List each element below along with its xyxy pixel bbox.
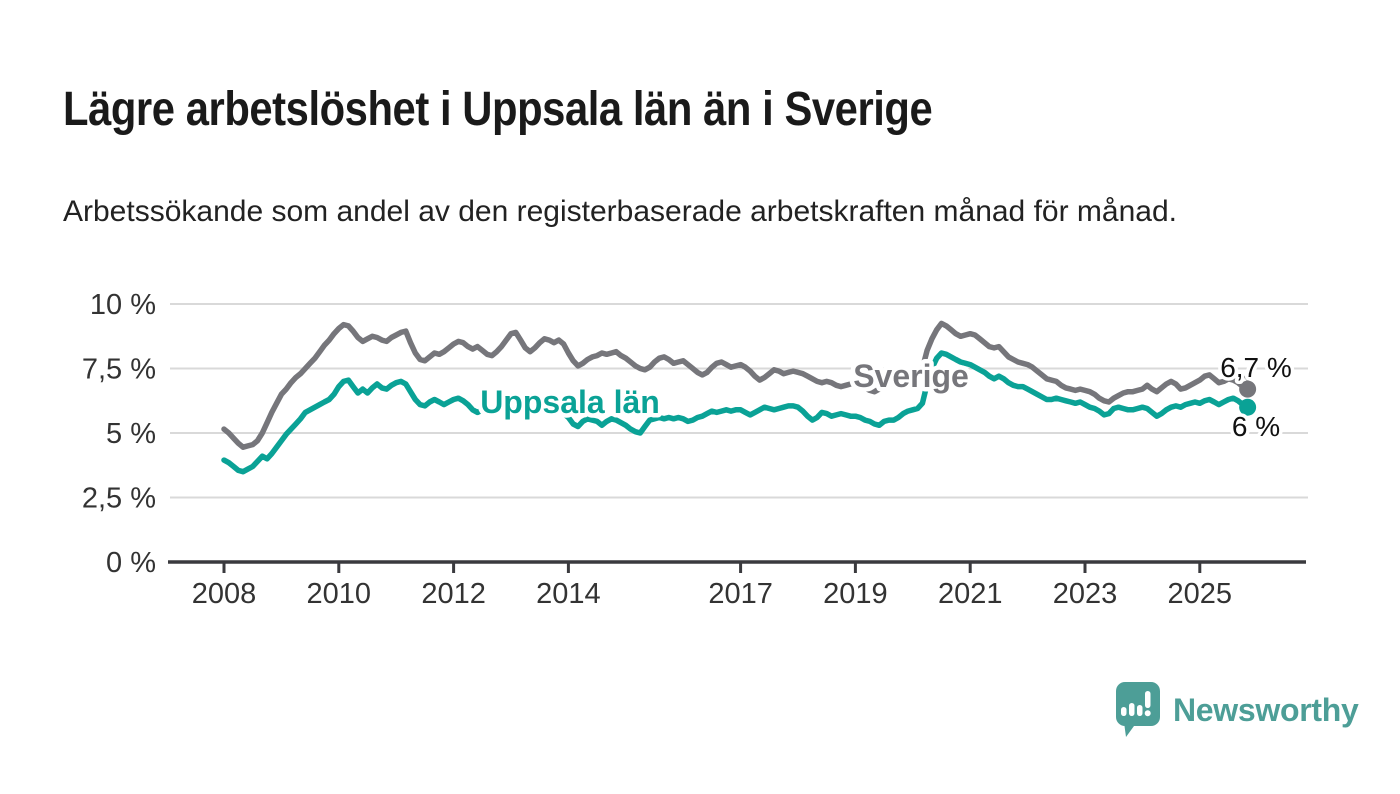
x-axis-tick-label: 2017 [708, 578, 773, 610]
exclamation-dot [1144, 710, 1151, 717]
series-label-uppsala: Uppsala län [480, 384, 660, 420]
end-dot-uppsala [1239, 398, 1257, 416]
y-axis-tick-label: 0 % [106, 547, 156, 579]
x-axis-tick-label: 2019 [823, 578, 888, 610]
bar-chart-bar-medium [1129, 703, 1135, 716]
y-axis-tick-label: 5 % [106, 418, 156, 450]
series-line-sverige [221, 320, 1251, 450]
newsworthy-logo-text: Newsworthy [1173, 691, 1359, 728]
x-axis-tick-label: 2012 [421, 578, 486, 610]
bar-chart-bar-large [1137, 705, 1143, 716]
exclamation-bar [1145, 691, 1151, 708]
series-line-uppsala [221, 350, 1251, 475]
page-subtitle: Arbetssökande som andel av den registerb… [63, 195, 1177, 228]
x-axis-tick-label: 2010 [307, 578, 372, 610]
newsworthy-logo: Newsworthy [1112, 682, 1359, 738]
end-value-label-sverige: 6,7 % [1220, 352, 1292, 383]
x-axis-tick-label: 2008 [192, 578, 257, 610]
page-title: Lägre arbetslöshet i Uppsala län än i Sv… [63, 83, 933, 137]
x-axis-tick-label: 2021 [938, 578, 1003, 610]
bar-chart-bar-small [1121, 707, 1127, 716]
x-axis-tick-label: 2023 [1053, 578, 1118, 610]
newsworthy-bubble-icon [1116, 682, 1160, 737]
series-label-sverige: Sverige [853, 358, 969, 394]
y-axis-tick-label: 2,5 % [82, 483, 156, 515]
x-axis-tick-label: 2025 [1168, 578, 1233, 610]
end-value-label-uppsala: 6 % [1232, 411, 1280, 442]
end-dot-sverige [1239, 380, 1257, 398]
y-axis-tick-label: 10 % [90, 289, 156, 321]
x-axis-tick-label: 2014 [536, 578, 601, 610]
y-axis-tick-label: 7,5 % [82, 354, 156, 386]
